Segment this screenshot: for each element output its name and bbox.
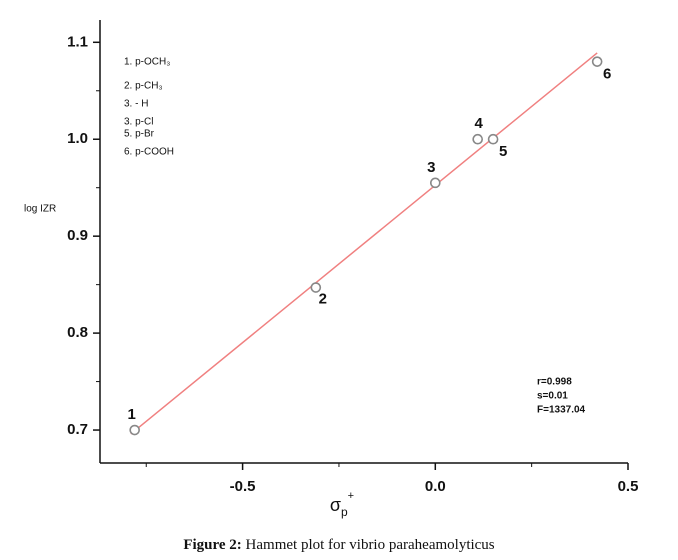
- y-axis-label: log IZR: [24, 204, 56, 215]
- y-tick-label: 1.0: [67, 130, 88, 147]
- fit-line: [130, 52, 598, 435]
- x-axis-label: σp+: [330, 490, 354, 519]
- point: [429, 177, 441, 189]
- point: [472, 133, 483, 145]
- legend-item: 5. p-Br: [124, 129, 155, 140]
- stat: F=1337.04: [537, 405, 586, 416]
- x-tick-label: 0.0: [425, 478, 446, 495]
- stat: s=0.01: [537, 391, 568, 402]
- point-label: 2: [319, 291, 327, 308]
- x-label-sup: +: [348, 490, 354, 502]
- point-label: 6: [603, 66, 611, 83]
- point-label: 4: [475, 115, 484, 132]
- point-label: 5: [499, 143, 507, 160]
- x-tick-label: -0.5: [230, 478, 256, 495]
- caption-label: Figure 2:: [183, 537, 241, 553]
- point: [591, 56, 603, 67]
- point-label: 3: [427, 159, 435, 176]
- point: [487, 133, 499, 145]
- x-tick-label: 0.5: [618, 478, 639, 495]
- legend-item: 2. p-CH₃: [124, 81, 163, 92]
- y-tick-label: 0.7: [67, 421, 88, 438]
- y-tick-label: 0.9: [67, 227, 88, 244]
- stat: r=0.998: [537, 377, 572, 388]
- legend-item: 1. p-OCH₃: [124, 57, 170, 68]
- point: [129, 424, 140, 436]
- y-tick-label: 0.8: [67, 324, 88, 341]
- legend-item: 3. p-Cl: [124, 117, 153, 128]
- legend-item: 6. p-COOH: [124, 147, 174, 158]
- x-label-symbol: σ: [330, 495, 341, 515]
- caption: Figure 2: Hammet plot for vibrio parahea…: [183, 537, 494, 553]
- legend-item: 3. - H: [124, 99, 148, 110]
- caption-text: Hammet plot for vibrio paraheamolyticus: [246, 537, 495, 553]
- x-label-sub: p: [341, 505, 348, 519]
- y-tick-label: 1.1: [67, 33, 88, 50]
- point: [310, 282, 322, 293]
- point-label: 1: [128, 406, 136, 423]
